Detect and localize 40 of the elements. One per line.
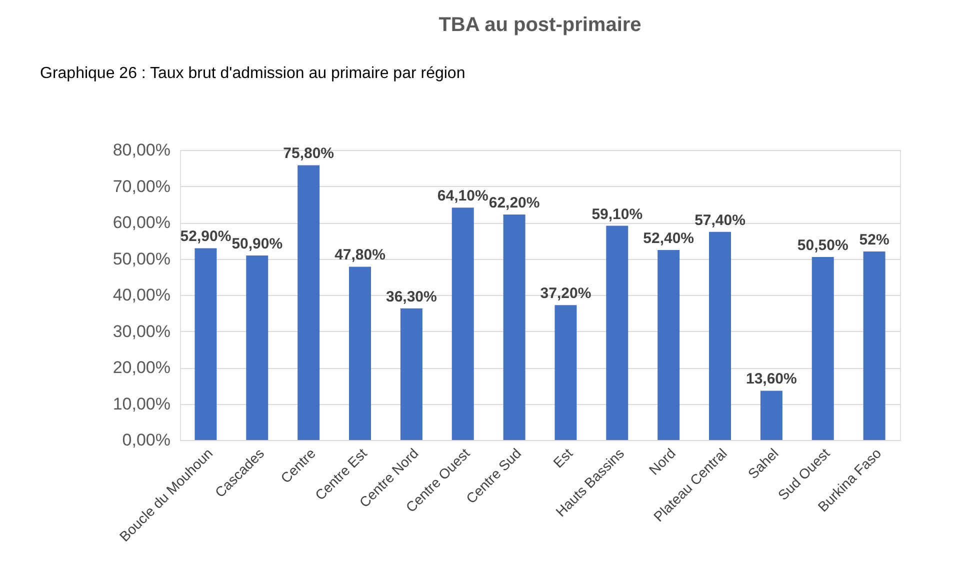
chart-title: TBA au post-primaire [438,14,642,36]
bar [246,255,268,440]
data-label: 57,40% [694,212,746,229]
data-label: 37,20% [540,285,592,302]
data-label: 52% [859,232,890,248]
y-tick-label: 20,00% [112,358,170,377]
bar [554,305,577,440]
y-tick-label: 30,00% [112,322,170,341]
bar [503,214,526,440]
data-label: 52,40% [643,230,694,248]
y-tick-label: 10,00% [112,394,170,414]
bar [400,308,422,440]
bar [863,252,886,440]
bar [298,165,320,440]
data-label: 50,50% [797,236,848,254]
data-label: 64,10% [437,188,488,205]
y-tick-label: 70,00% [112,176,170,196]
y-tick-label: 0,00% [122,430,170,450]
data-label: 13,60% [746,370,797,388]
y-tick-label: 40,00% [112,286,170,304]
x-tick-label: Est [550,445,576,471]
y-tick-label: 80,00% [112,140,170,160]
data-label: 36,30% [386,288,437,306]
data-label: 47,80% [334,246,386,264]
data-label: 75,80% [283,145,334,162]
data-label: 52,90% [180,228,232,246]
bar [606,226,628,440]
data-label: 50,90% [232,235,283,252]
y-tick-label: 60,00% [112,213,170,232]
bar [349,266,371,440]
data-label: 62,20% [488,194,540,212]
bar [709,232,731,440]
y-tick-label: 50,00% [112,249,170,268]
bar [452,208,474,440]
bar [760,390,782,440]
text: Graphique 26 : Taux brut d'admission au primaire par région [40,65,466,82]
data-label: 59,10% [592,206,643,223]
bar [812,256,834,440]
bar [194,248,217,440]
bar [658,250,680,440]
